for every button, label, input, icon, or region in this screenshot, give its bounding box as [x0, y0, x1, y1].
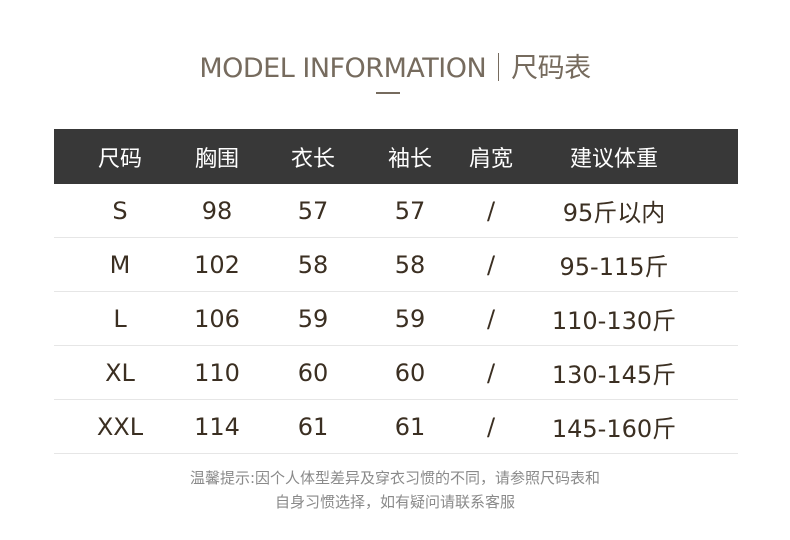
table-cell: /	[486, 358, 496, 387]
column-header: 胸围	[194, 146, 240, 172]
table-row: L 106 59 59 / 110-130斤	[54, 292, 738, 346]
table-cell: 57	[297, 196, 329, 225]
table-cell: L	[113, 304, 127, 333]
table-cell: /	[486, 250, 496, 279]
title-chinese: 尺码表	[511, 53, 591, 84]
title-divider	[498, 53, 500, 81]
column-header: 衣长	[290, 146, 336, 172]
table-cell: 61	[394, 412, 426, 441]
table-cell: 110	[194, 358, 240, 387]
table-cell: 58	[394, 250, 426, 279]
table-cell: 114	[194, 412, 240, 441]
tip-line-1: 温馨提示:因个人体型差异及穿衣习惯的不同，请参照尺码表和	[189, 469, 601, 487]
table-cell: 102	[194, 250, 240, 279]
size-table: 尺码 胸围 衣长 袖长 肩宽 建议体重 S 98 57 57 / 95斤以内 M 102 58 58 / 95-…	[54, 129, 738, 454]
table-cell: 95-115斤	[559, 253, 669, 281]
table-cell: XL	[105, 358, 135, 387]
table-row: XXL 114 61 61 / 145-160斤	[54, 400, 738, 454]
table-cell: 57	[394, 196, 426, 225]
table-row: M 102 58 58 / 95-115斤	[54, 238, 738, 292]
column-header: 袖长	[387, 146, 433, 172]
table-cell: 58	[297, 250, 329, 279]
table-cell: 61	[297, 412, 329, 441]
table-cell: 145-160斤	[551, 415, 677, 443]
column-header: 建议体重	[569, 146, 659, 172]
table-row: S 98 57 57 / 95斤以内	[54, 184, 738, 238]
table-cell: /	[486, 304, 496, 333]
table-cell: 60	[297, 358, 329, 387]
table-cell: 106	[194, 304, 240, 333]
table-cell: /	[486, 196, 496, 225]
table-cell: 95斤以内	[562, 199, 666, 227]
column-header: 肩宽	[468, 146, 514, 172]
title-underline	[376, 92, 400, 94]
table-cell: 130-145斤	[551, 361, 677, 389]
table-cell: 60	[394, 358, 426, 387]
title-english: MODEL INFORMATION	[199, 53, 487, 84]
tip-line-2: 自身习惯选择，如有疑问请联系客服	[274, 493, 515, 511]
table-cell: 59	[297, 304, 329, 333]
table-cell: /	[486, 412, 496, 441]
table-cell: 59	[394, 304, 426, 333]
table-cell: XXL	[96, 412, 144, 441]
column-header: 尺码	[97, 146, 143, 172]
table-row: XL 110 60 60 / 130-145斤	[54, 346, 738, 400]
table-cell: 98	[201, 196, 233, 225]
tip-note: 温馨提示:因个人体型差异及穿衣习惯的不同，请参照尺码表和 自身习惯选择，如有疑问…	[0, 466, 790, 514]
table-header: 尺码 胸围 衣长 袖长 肩宽 建议体重	[54, 129, 738, 184]
table-cell: M	[109, 250, 131, 279]
table-cell: S	[112, 196, 128, 225]
table-cell: 110-130斤	[551, 307, 677, 335]
page-title: MODEL INFORMATION 尺码表	[0, 46, 790, 85]
